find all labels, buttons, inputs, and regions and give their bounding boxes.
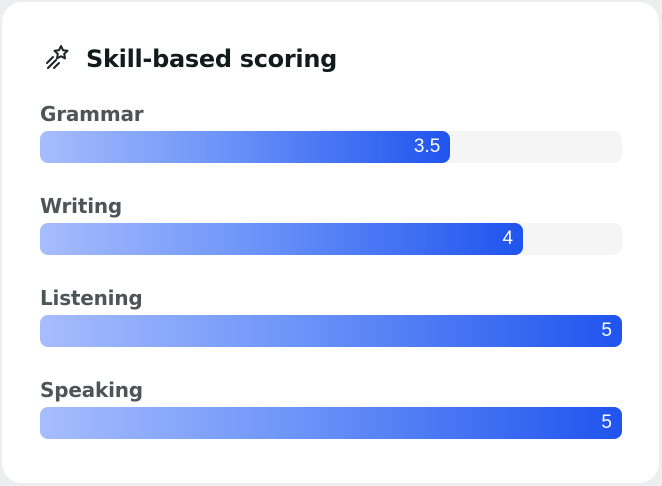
score-value: 5 <box>601 320 612 341</box>
card-title: Skill-based scoring <box>86 45 337 73</box>
skill-label: Speaking <box>40 378 143 402</box>
skill-row-listening: Listening 5 <box>40 285 622 347</box>
skill-row-speaking: Speaking 5 <box>40 377 622 439</box>
score-bar: 3.5 <box>40 131 451 163</box>
shooting-star-icon <box>42 42 72 76</box>
skill-row-writing: Writing 4 <box>40 193 622 255</box>
skill-label: Grammar <box>40 102 144 126</box>
score-track: 5 <box>40 315 622 347</box>
score-track: 4 <box>40 223 622 255</box>
card-header: Skill-based scoring <box>42 42 337 76</box>
score-bar: 4 <box>40 223 524 255</box>
score-bar: 5 <box>40 315 622 347</box>
skill-label: Listening <box>40 286 143 310</box>
score-track: 5 <box>40 407 622 439</box>
skill-row-grammar: Grammar 3.5 <box>40 101 622 163</box>
score-value: 4 <box>502 228 514 249</box>
score-value: 3.5 <box>413 136 441 157</box>
skill-label: Writing <box>40 194 122 218</box>
score-value: 5 <box>601 412 612 433</box>
score-track: 3.5 <box>40 131 622 163</box>
score-bar: 5 <box>40 407 622 439</box>
